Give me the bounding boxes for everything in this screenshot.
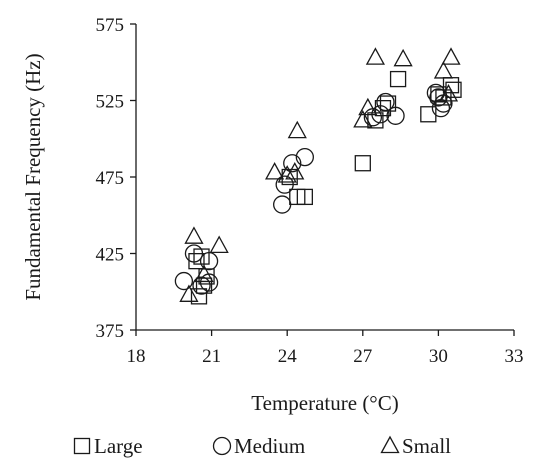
point-medium [273,195,292,214]
series-medium [174,83,453,295]
point-small [441,47,461,65]
point-medium [192,276,211,295]
legend-triangle-icon [380,435,400,454]
point-small [194,264,214,283]
point-small [277,165,297,183]
legend-item-small: Small [380,434,451,458]
legend-item-medium: Medium [212,434,305,458]
point-small [184,226,204,244]
point-small [285,162,305,180]
point-small [358,97,378,116]
y-tick-label: 475 [96,168,125,189]
point-medium [295,147,314,167]
point-medium [283,154,302,173]
chart-ticks: 375 425 475 525 575 18 21 24 27 30 33 [96,15,524,367]
x-tick-label: 21 [202,346,221,367]
point-small [365,47,385,65]
y-axis-title: Fundamental Frequency (Hz) [21,53,45,300]
point-large [190,288,208,305]
point-medium [429,88,448,107]
point-small [433,61,454,79]
legend-item-large: Large [73,434,143,458]
legend-label: Small [402,434,451,458]
point-small [287,120,307,139]
point-small [393,48,413,67]
series-large [188,70,462,305]
y-tick-label: 425 [96,245,125,266]
legend-label: Large [94,434,143,458]
point-small [353,110,373,128]
point-small [209,235,229,254]
point-small [438,84,459,102]
x-tick-label: 18 [127,346,146,367]
point-large [389,70,407,88]
point-medium [174,271,194,291]
point-small [179,284,199,302]
x-tick-label: 27 [353,346,372,367]
point-medium [275,175,294,194]
x-axis-title: Temperature (°C) [251,391,398,415]
legend-label: Medium [234,434,305,458]
point-medium [386,106,405,125]
point-medium [376,92,395,112]
point-small [265,162,285,180]
legend: Large Medium Small [73,434,451,458]
series-small [179,47,461,302]
point-large [296,188,313,206]
x-tick-label: 33 [505,346,524,367]
point-large [420,106,437,123]
y-tick-label: 575 [96,15,125,36]
data-points [174,47,462,305]
legend-square-icon [73,437,91,455]
x-tick-label: 24 [278,346,298,367]
point-medium [199,251,219,271]
point-medium [184,244,204,263]
point-large [354,155,371,172]
y-tick-label: 375 [96,321,125,342]
y-tick-label: 525 [96,92,125,113]
x-tick-label: 30 [429,346,448,367]
legend-circle-icon [212,436,232,456]
